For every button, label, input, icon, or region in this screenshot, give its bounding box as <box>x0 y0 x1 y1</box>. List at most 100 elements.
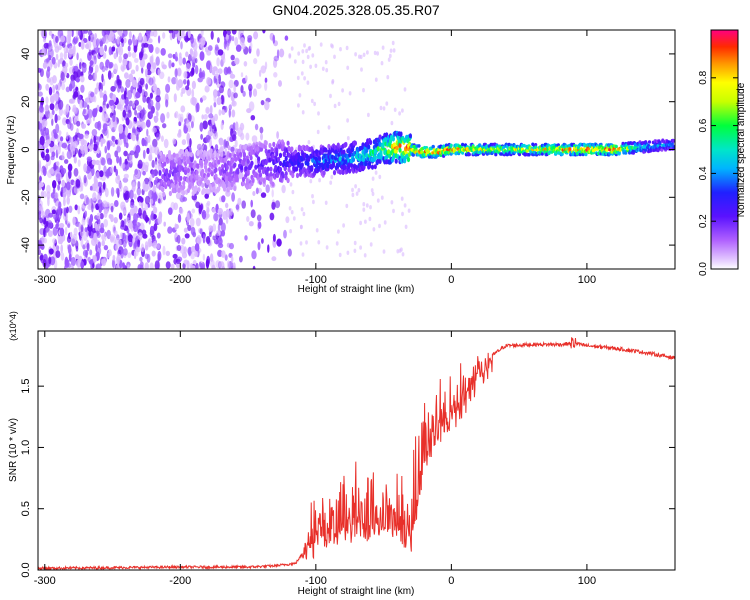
spectrogram-noise-point <box>181 237 186 245</box>
spectrogram-noise-point <box>218 74 222 85</box>
spectrogram-ridge-point <box>568 147 572 151</box>
spectrogram-noise-point <box>76 52 79 61</box>
spectrogram-ridge-point <box>220 151 224 157</box>
spectrogram-noise-point <box>123 150 128 157</box>
spectrogram-ridge-point <box>264 140 268 146</box>
spectrogram-noise-point <box>243 61 248 67</box>
spectrogram-noise-point <box>251 250 257 260</box>
spectrogram-noise-point <box>307 140 311 145</box>
spectrogram-noise-point <box>296 75 300 81</box>
spectrogram-noise-point <box>101 73 104 83</box>
spectrogram-noise-point <box>68 253 72 262</box>
spectrogram-ridge-point <box>204 158 209 164</box>
spectrogram-noise-point <box>73 156 77 164</box>
spectrogram-noise-point <box>202 120 208 130</box>
y-tick-label: 1.0 <box>20 440 32 455</box>
spectrogram-noise-point <box>47 230 53 238</box>
spectrogram-ridge-point <box>196 150 200 157</box>
spectrogram-noise-point <box>112 141 116 148</box>
spectrogram-noise-point <box>73 227 78 236</box>
spectrogram-noise-point <box>177 213 182 223</box>
spectrogram-noise-point <box>116 78 122 86</box>
spectrogram-noise-point <box>150 111 153 119</box>
spectrogram-noise-point <box>213 212 219 222</box>
spectrogram-ridge-point <box>236 169 240 175</box>
spectrogram-noise-point <box>281 184 286 194</box>
spectrogram-noise-point <box>167 76 171 83</box>
spectrogram-ridge-point <box>326 163 330 169</box>
spectrogram-ridge-point <box>225 171 229 177</box>
spectrogram-noise-point <box>134 99 139 106</box>
spectrogram-noise-point <box>56 245 60 251</box>
spectrogram-noise-point <box>190 263 193 269</box>
spectrogram-noise-point <box>217 37 220 44</box>
spectrogram-noise-point <box>42 119 47 128</box>
spectrogram-noise-point <box>39 254 44 261</box>
spectrogram-noise-point <box>54 113 58 124</box>
spectrogram-ridge-point <box>200 161 204 167</box>
spectrogram-noise-point <box>153 193 158 202</box>
spectrogram-noise-point <box>113 230 118 237</box>
spectrogram-noise-point <box>86 242 90 252</box>
spectrogram-ridge-point <box>395 145 399 151</box>
spectrogram-ridge-point <box>166 158 170 164</box>
spectrogram-noise-point <box>231 100 236 106</box>
spectrogram-noise-point <box>80 40 85 50</box>
spectrogram-noise-point <box>44 104 50 112</box>
spectrogram-noise-point <box>40 96 45 106</box>
spectrogram-noise-point <box>98 163 101 171</box>
spectrogram-noise-point <box>151 242 158 248</box>
spectrogram-noise-point <box>354 52 357 57</box>
spectrogram-noise-point <box>151 127 157 133</box>
spectrogram-noise-point <box>88 218 92 227</box>
spectrogram-noise-point <box>99 186 102 193</box>
spectrogram-noise-point <box>66 150 72 160</box>
spectrogram-noise-point <box>191 96 197 106</box>
spectrogram-noise-point <box>48 86 53 96</box>
spectrogram-noise-point <box>252 265 256 269</box>
spectrogram-noise-point <box>354 184 357 189</box>
spectrogram-ridge-point <box>278 152 283 158</box>
spectrogram-ridge-point <box>241 161 246 167</box>
spectrogram-noise-point <box>76 120 81 127</box>
spectrogram-noise-point <box>127 109 132 118</box>
spectrogram-noise-point <box>80 237 84 248</box>
spectrogram-noise-point <box>272 34 276 44</box>
spectrogram-noise-point <box>212 223 217 232</box>
spectrogram-ridge-point <box>644 148 648 152</box>
spectrogram-noise-point <box>129 154 133 164</box>
spectrogram-noise-point <box>146 147 150 155</box>
spectrogram-noise-point <box>38 249 41 255</box>
spectrogram-noise-point <box>325 68 329 73</box>
spectrogram-ridge-point <box>262 178 266 184</box>
spectrogram-ridge-point <box>396 135 400 141</box>
spectrogram-ridge-point <box>503 149 507 153</box>
spectrogram-noise-point <box>69 231 73 238</box>
spectrogram-ridge-point <box>478 143 482 147</box>
spectrogram-noise-point <box>63 197 66 207</box>
spectrogram-noise-point <box>158 192 164 198</box>
spectrogram-noise-point <box>110 205 114 213</box>
spectrogram-noise-point <box>118 212 123 220</box>
spectrogram-noise-point <box>123 173 129 179</box>
spectrogram-ridge-point <box>175 153 179 160</box>
spectrogram-ridge-point <box>388 153 392 159</box>
spectrogram-noise-point <box>127 264 130 269</box>
spectrogram-noise-point <box>154 117 159 122</box>
spectrogram-noise-point <box>256 214 262 222</box>
spectrogram-noise-point <box>136 186 141 196</box>
spectrogram-noise-point <box>94 107 98 115</box>
spectrogram-noise-point <box>50 192 55 199</box>
spectrogram-ridge-point <box>373 164 377 170</box>
spectrogram-noise-point <box>327 125 331 130</box>
spectrogram-noise-point <box>150 228 154 234</box>
spectrogram-noise-point <box>176 244 182 252</box>
spectrogram-ridge-point <box>206 172 210 178</box>
spectrogram-noise-point <box>114 150 119 158</box>
spectrogram-noise-point <box>152 30 158 38</box>
spectrogram-noise-point <box>120 86 124 93</box>
spectrogram-ridge-point <box>394 158 398 164</box>
spectrogram-ridge-point <box>517 152 522 157</box>
spectrogram-noise-point <box>61 82 66 91</box>
spectrogram-noise-point <box>99 212 104 220</box>
